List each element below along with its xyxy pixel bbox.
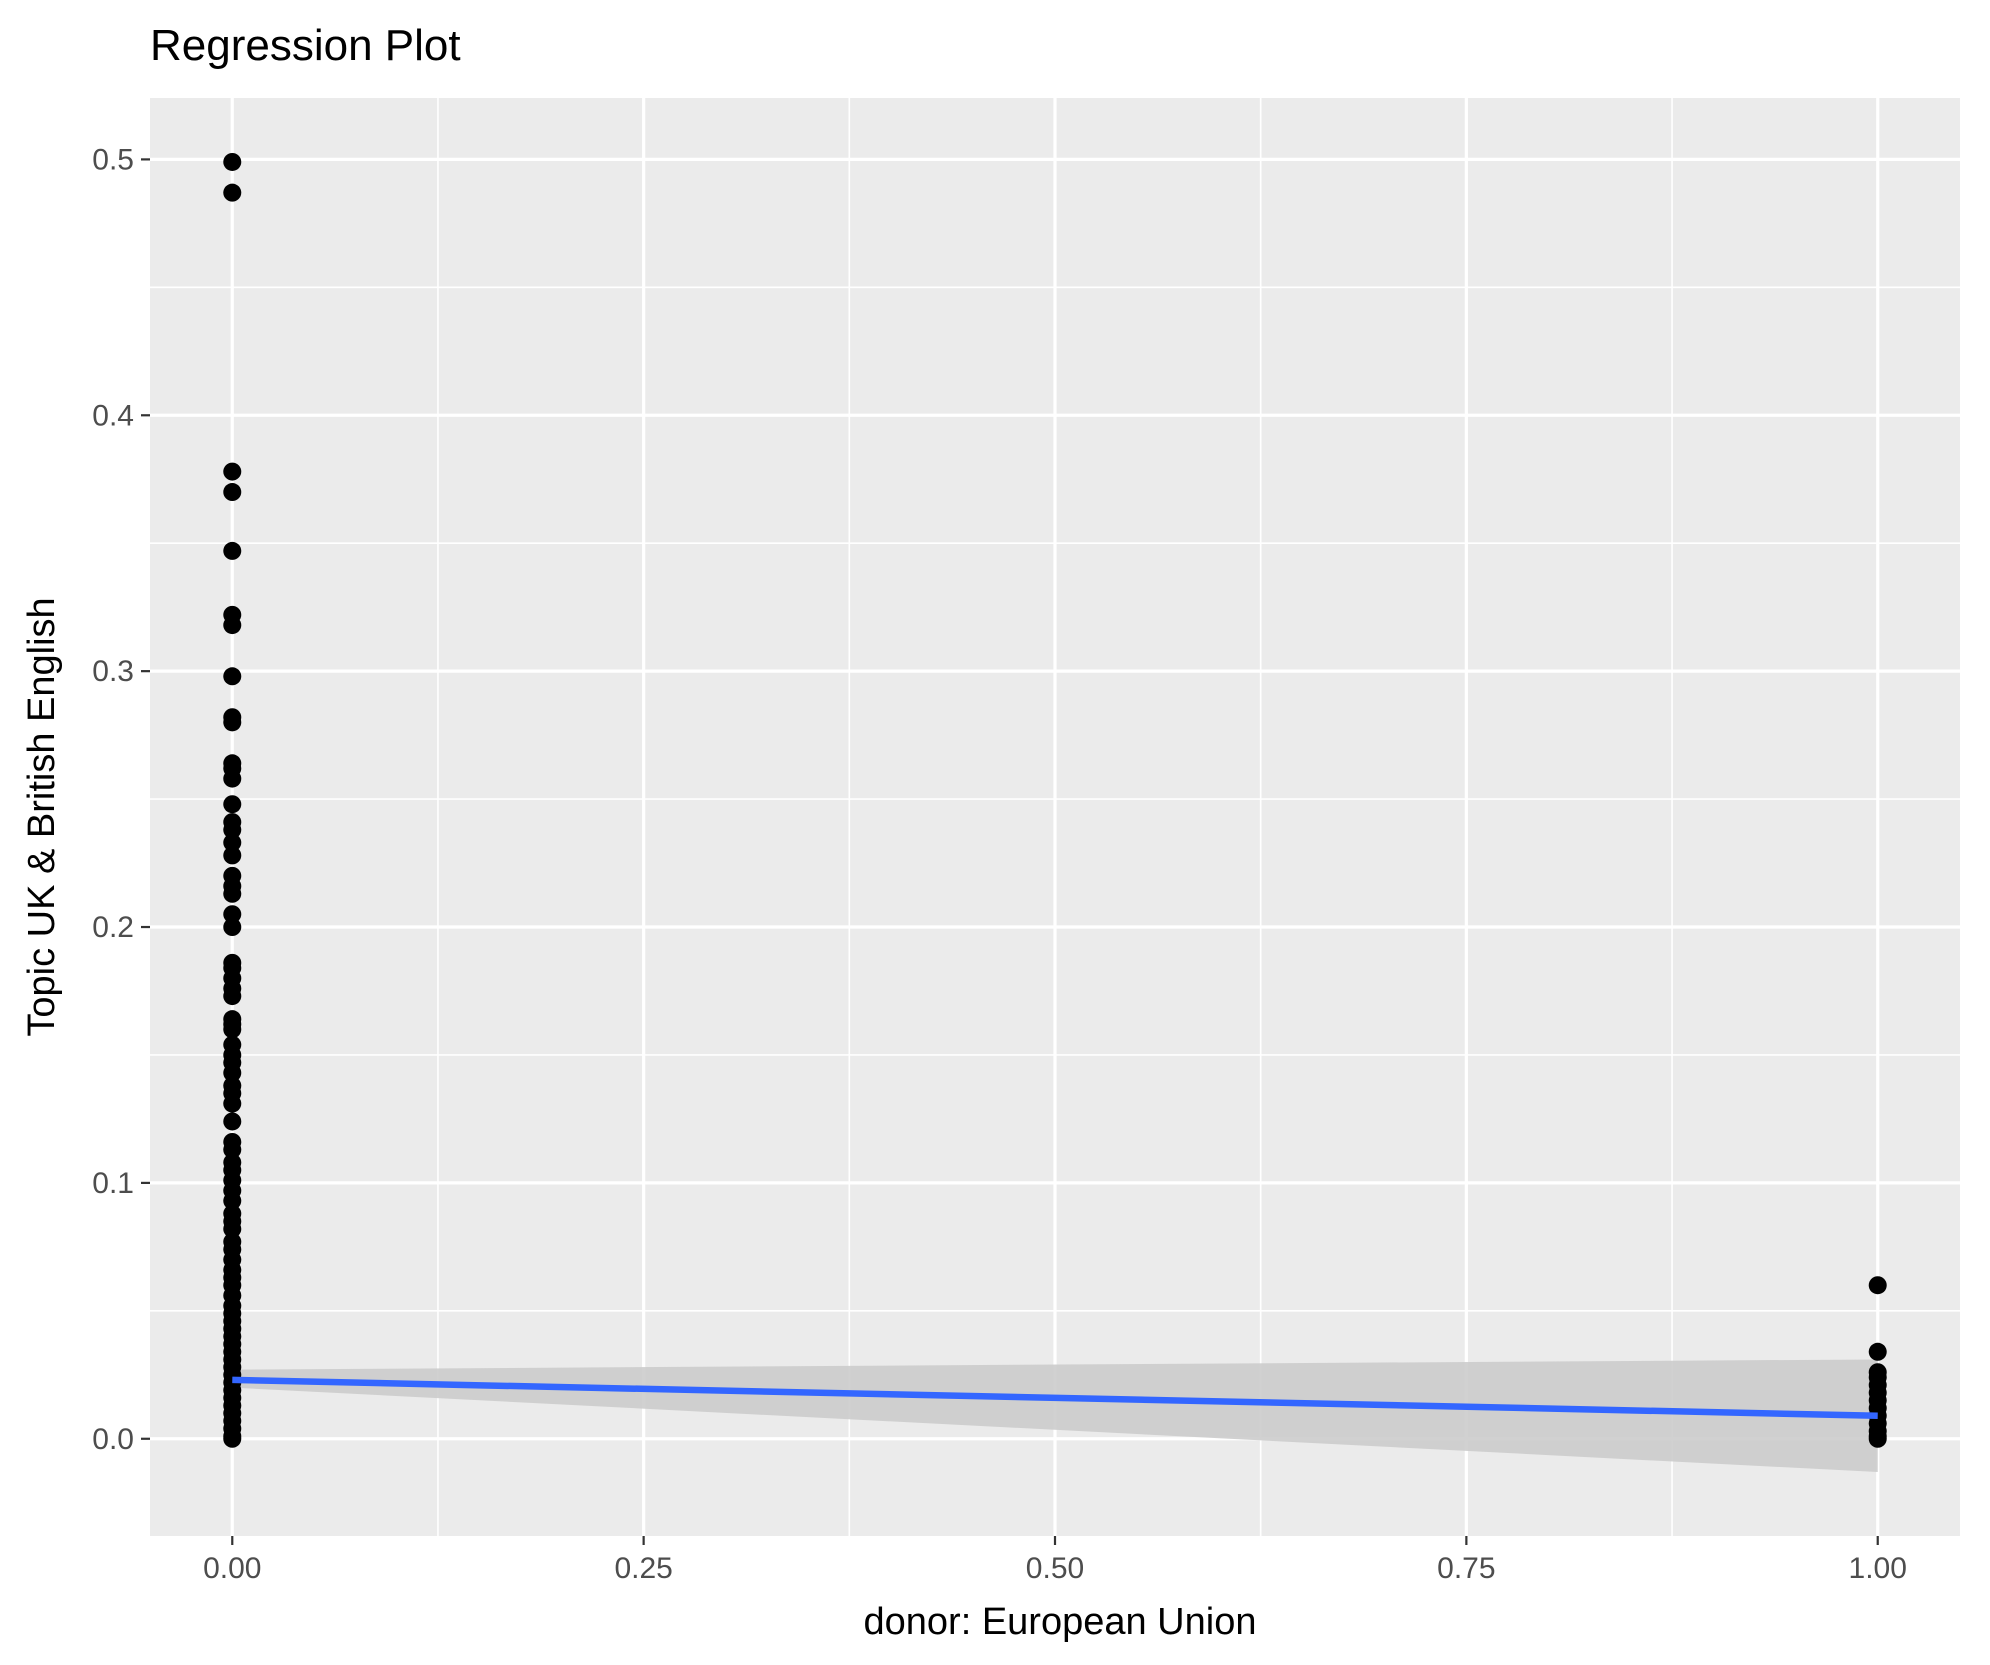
x-axis-title: donor: European Union xyxy=(864,1601,1257,1643)
regression-line-layer xyxy=(232,1376,1878,1419)
scatter-point xyxy=(1868,1276,1887,1295)
scatter-point xyxy=(223,1191,242,1210)
scatter-point xyxy=(223,833,242,852)
scatter-point xyxy=(223,1219,242,1238)
scatter-points xyxy=(223,152,1887,1448)
y-tick-label: 0.0 xyxy=(92,1423,134,1456)
x-tick-label: 0.00 xyxy=(203,1552,261,1585)
scatter-point xyxy=(223,987,242,1006)
scatter-point xyxy=(223,183,242,202)
scatter-point xyxy=(223,795,242,814)
scatter-point xyxy=(223,1112,242,1131)
scatter-point xyxy=(223,884,242,903)
chart-title: Regression Plot xyxy=(150,21,461,70)
scatter-point xyxy=(223,820,242,839)
x-tick-label: 0.75 xyxy=(1437,1552,1495,1585)
scatter-point xyxy=(223,541,242,560)
scatter-point xyxy=(223,713,242,732)
y-axis-title: Topic UK & British English xyxy=(21,597,63,1036)
x-axis-ticks: 0.00 0.25 0.50 0.75 1.00 xyxy=(203,1536,1907,1585)
y-tick-label: 0.5 xyxy=(92,143,134,176)
scatter-point xyxy=(223,152,242,171)
scatter-point xyxy=(223,616,242,635)
scatter-point xyxy=(223,918,242,937)
scatter-point xyxy=(223,846,242,865)
regression-line xyxy=(232,1376,1878,1419)
scatter-point xyxy=(1868,1429,1887,1448)
scatter-point xyxy=(223,769,242,788)
y-tick-label: 0.4 xyxy=(92,399,134,432)
scatter-point xyxy=(223,905,242,924)
x-tick-label: 0.50 xyxy=(1026,1552,1084,1585)
y-axis-ticks: 0.0 0.1 0.2 0.3 0.4 0.5 xyxy=(92,143,150,1456)
scatter-point xyxy=(223,667,242,686)
y-tick-label: 0.2 xyxy=(92,911,134,944)
scatter-point xyxy=(223,1063,242,1082)
scatter-point xyxy=(223,462,242,481)
x-tick-label: 1.00 xyxy=(1849,1552,1907,1585)
scatter-point xyxy=(223,1020,242,1039)
x-tick-label: 0.25 xyxy=(614,1552,672,1585)
scatter-point xyxy=(1868,1342,1887,1361)
scatter-point xyxy=(223,1140,242,1159)
y-tick-label: 0.3 xyxy=(92,655,134,688)
scatter-point xyxy=(223,1094,242,1113)
scatter-point xyxy=(223,483,242,502)
scatter-point xyxy=(223,1429,242,1448)
y-tick-label: 0.1 xyxy=(92,1167,134,1200)
